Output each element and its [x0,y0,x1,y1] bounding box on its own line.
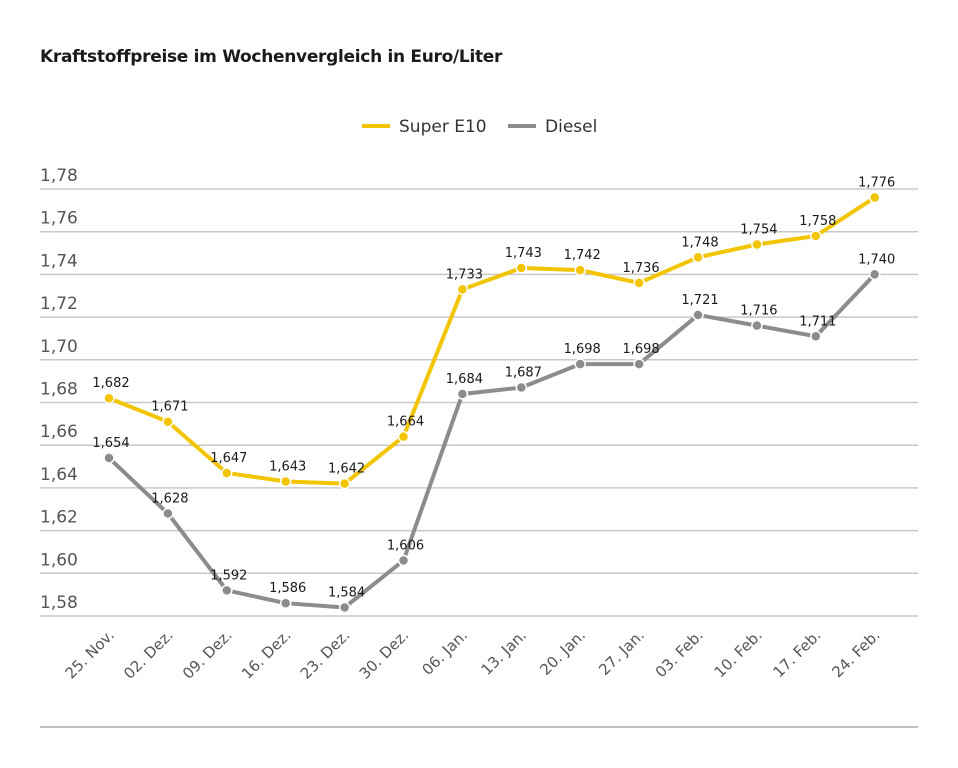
data-label: 1,740 [858,252,895,267]
data-label: 1,733 [446,267,483,282]
data-label: 1,606 [387,538,424,553]
data-point [692,251,704,264]
data-point [515,381,528,394]
x-tick-label: 27. Jan. [595,626,648,679]
data-point [279,597,292,609]
data-label: 1,743 [505,246,542,261]
data-label: 1,721 [681,293,718,308]
x-tick-label: 09. Dez. [179,626,236,683]
data-label: 1,628 [151,492,188,507]
x-tick-label: 17. Feb. [770,626,825,681]
y-tick-label: 1,70 [40,337,78,357]
y-tick-label: 1,60 [40,550,78,570]
y-tick-label: 1,62 [40,508,78,528]
data-point [574,264,586,276]
data-point [221,584,233,597]
x-tick-label: 06. Jan. [419,626,472,679]
data-label: 1,776 [858,176,895,191]
data-label: 1,716 [740,304,777,319]
data-label: 1,654 [92,436,129,451]
data-label: 1,586 [269,581,306,596]
data-point [338,477,351,490]
data-label: 1,687 [505,366,542,381]
data-point [751,319,763,332]
x-tick-label: 10. Feb. [711,626,766,681]
x-tick-label: 25. Nov. [62,626,118,682]
y-tick-label: 1,66 [40,422,78,442]
data-label: 1,647 [210,451,247,466]
data-point [810,230,822,242]
data-label: 1,742 [564,248,601,263]
series-line-super-e10 [108,195,876,486]
y-tick-label: 1,78 [40,166,78,186]
data-label: 1,682 [92,376,129,391]
x-tick-label: 03. Feb. [652,626,707,681]
y-tick-label: 1,74 [40,251,78,271]
x-tick-label: 20. Jan. [536,626,589,679]
data-point [279,475,292,488]
data-point [397,554,410,567]
data-point [162,507,174,520]
data-point [751,238,763,251]
data-label: 1,758 [799,214,836,229]
legend-label: Diesel [545,117,597,137]
x-tick-label: 13. Jan. [477,626,530,679]
data-point [103,452,115,464]
data-point [338,601,351,614]
data-point [456,388,469,400]
x-tick-label: 30. Dez. [356,626,413,683]
data-point [868,268,881,281]
data-label: 1,748 [681,235,718,250]
data-point [456,283,469,296]
data-label: 1,664 [387,415,424,430]
data-point [515,262,528,274]
data-label: 1,584 [328,585,365,600]
data-label: 1,642 [328,462,365,477]
data-point [633,277,645,289]
x-tick-label: 02. Dez. [120,626,177,683]
y-tick-label: 1,58 [40,593,78,613]
data-point [221,467,233,479]
data-label: 1,684 [446,372,483,387]
series-line-diesel [107,273,877,610]
data-label: 1,592 [210,568,247,583]
data-label: 1,643 [269,459,306,474]
data-point [103,392,115,404]
y-tick-label: 1,76 [40,209,78,229]
data-point [692,309,704,321]
data-point [868,191,881,204]
data-label: 1,711 [799,314,836,329]
y-tick-label: 1,72 [40,294,78,314]
data-point [574,358,586,370]
data-point [810,330,822,343]
x-tick-label: 23. Dez. [297,626,354,683]
data-label: 1,754 [740,223,777,238]
data-point [397,430,410,443]
x-tick-label: 24. Feb. [828,626,883,681]
data-label: 1,671 [151,400,188,415]
y-tick-label: 1,64 [40,465,78,485]
data-label: 1,698 [622,342,659,357]
data-label: 1,698 [564,342,601,357]
y-tick-label: 1,68 [40,380,78,400]
data-label: 1,736 [622,261,659,276]
x-tick-label: 16. Dez. [238,626,295,683]
data-point [633,358,645,370]
legend-label: Super E10 [399,117,487,137]
chart-title: Kraftstoffpreise im Wochenvergleich in E… [40,47,503,67]
data-point [162,415,174,428]
